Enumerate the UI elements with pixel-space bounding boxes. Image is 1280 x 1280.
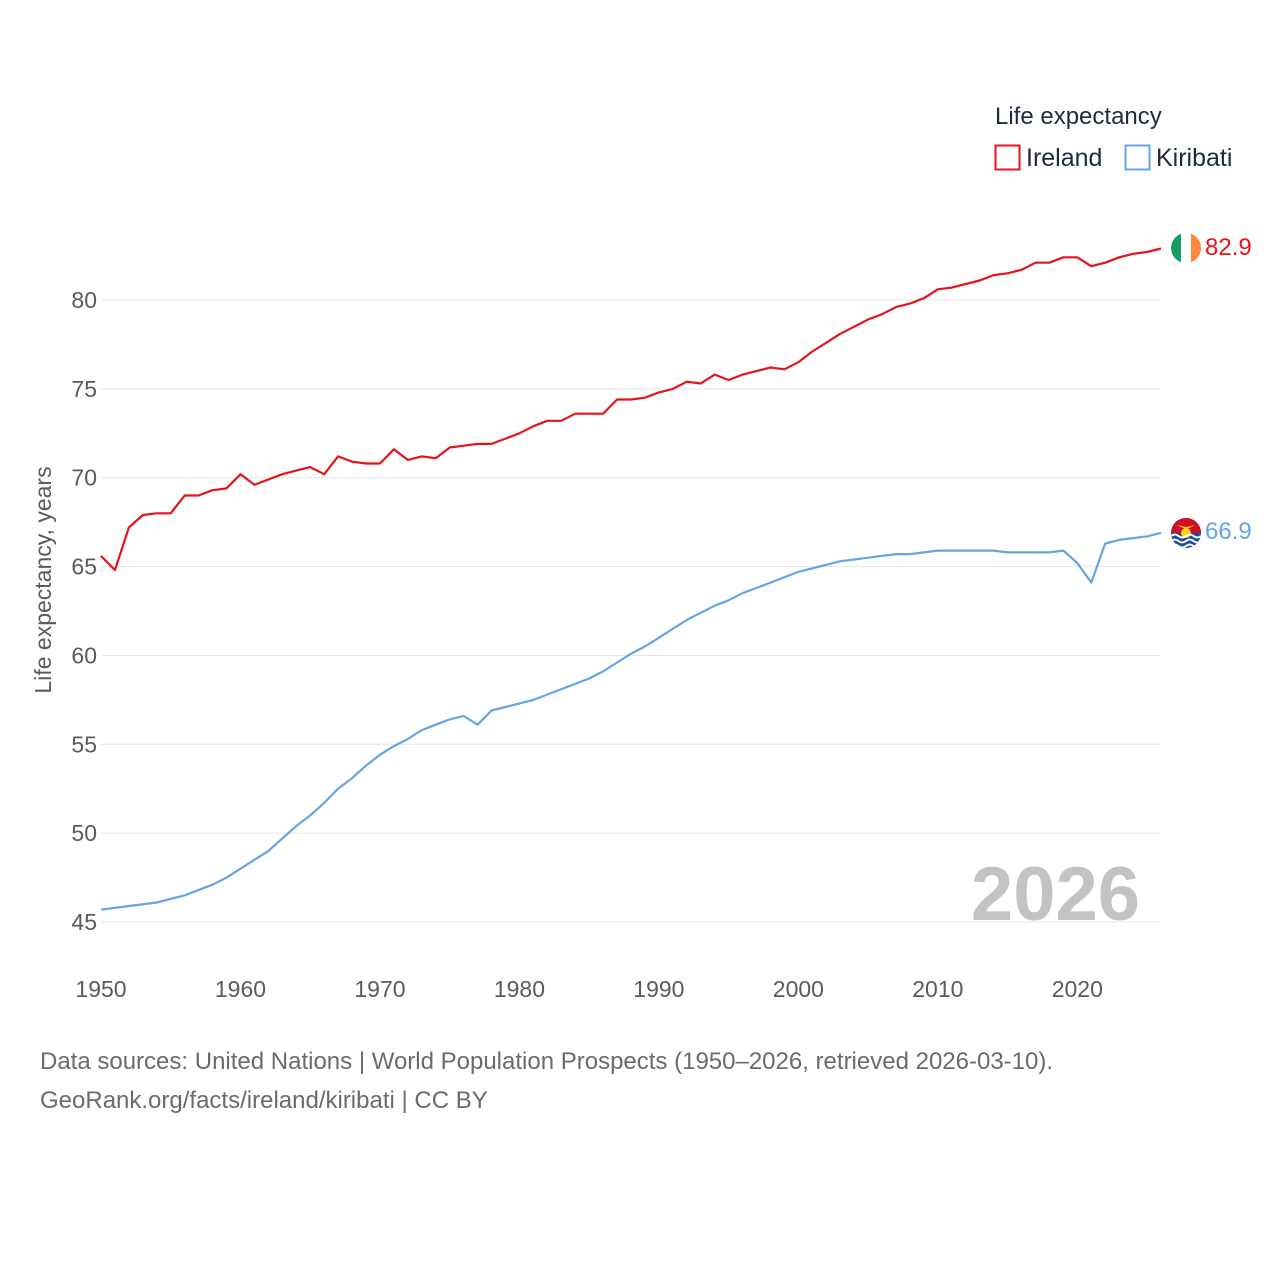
x-tick-label: 1960 — [215, 976, 266, 1002]
x-tick-label: 1980 — [494, 976, 545, 1002]
series-line-kiribati — [100, 531, 1162, 911]
legend-swatch-kiribati — [1124, 144, 1151, 171]
y-tick-label: 70 — [71, 465, 97, 491]
kiribati-end-value: 66.9 — [1205, 518, 1252, 545]
legend-title: Life expectancy — [995, 103, 1162, 130]
life-expectancy-chart: 45 50 55 60 65 70 75 80 1950 1960 1970 1980 1990 200… — [30, 103, 1252, 1002]
y-tick-label: 45 — [71, 909, 97, 935]
y-axis-label: Life expectancy, years — [30, 466, 56, 693]
series-lines — [100, 247, 1162, 911]
y-tick-label: 65 — [71, 554, 97, 580]
x-tick-label: 2010 — [912, 976, 963, 1002]
footer: Data sources: United Nations | World Pop… — [40, 1042, 1053, 1120]
ireland-end-value: 82.9 — [1205, 234, 1252, 261]
series-line-ireland — [100, 247, 1162, 572]
legend-swatch-ireland — [994, 144, 1021, 171]
data-sources-text: Data sources: United Nations | World Pop… — [40, 1048, 1054, 1075]
legend-label-ireland: Ireland — [1026, 144, 1102, 172]
x-tick-label: 1990 — [633, 976, 684, 1002]
y-tick-label: 80 — [71, 287, 97, 313]
y-tick-label: 50 — [71, 820, 97, 846]
y-tick-label: 75 — [71, 376, 97, 402]
legend-label-kiribati: Kiribati — [1156, 144, 1232, 172]
y-tick-label: 55 — [71, 731, 97, 757]
x-tick-label: 1970 — [354, 976, 405, 1002]
x-axis-ticks: 1950 1960 1970 1980 1990 2000 2010 2020 — [75, 976, 1102, 1002]
x-tick-label: 1950 — [75, 976, 126, 1002]
kiribati-flag-icon — [1171, 518, 1201, 548]
ireland-flag-icon — [1171, 233, 1201, 263]
legend: Life expectancy Ireland Kiribati — [994, 103, 1232, 172]
gridlines — [101, 299, 1161, 923]
y-tick-label: 60 — [71, 642, 97, 668]
y-axis-ticks: 45 50 55 60 65 70 75 80 — [71, 287, 97, 935]
year-watermark: 2026 — [971, 852, 1140, 937]
x-tick-label: 2000 — [773, 976, 824, 1002]
credit-text: GeoRank.org/facts/ireland/kiribati | CC … — [40, 1087, 488, 1114]
x-tick-label: 2020 — [1052, 976, 1103, 1002]
